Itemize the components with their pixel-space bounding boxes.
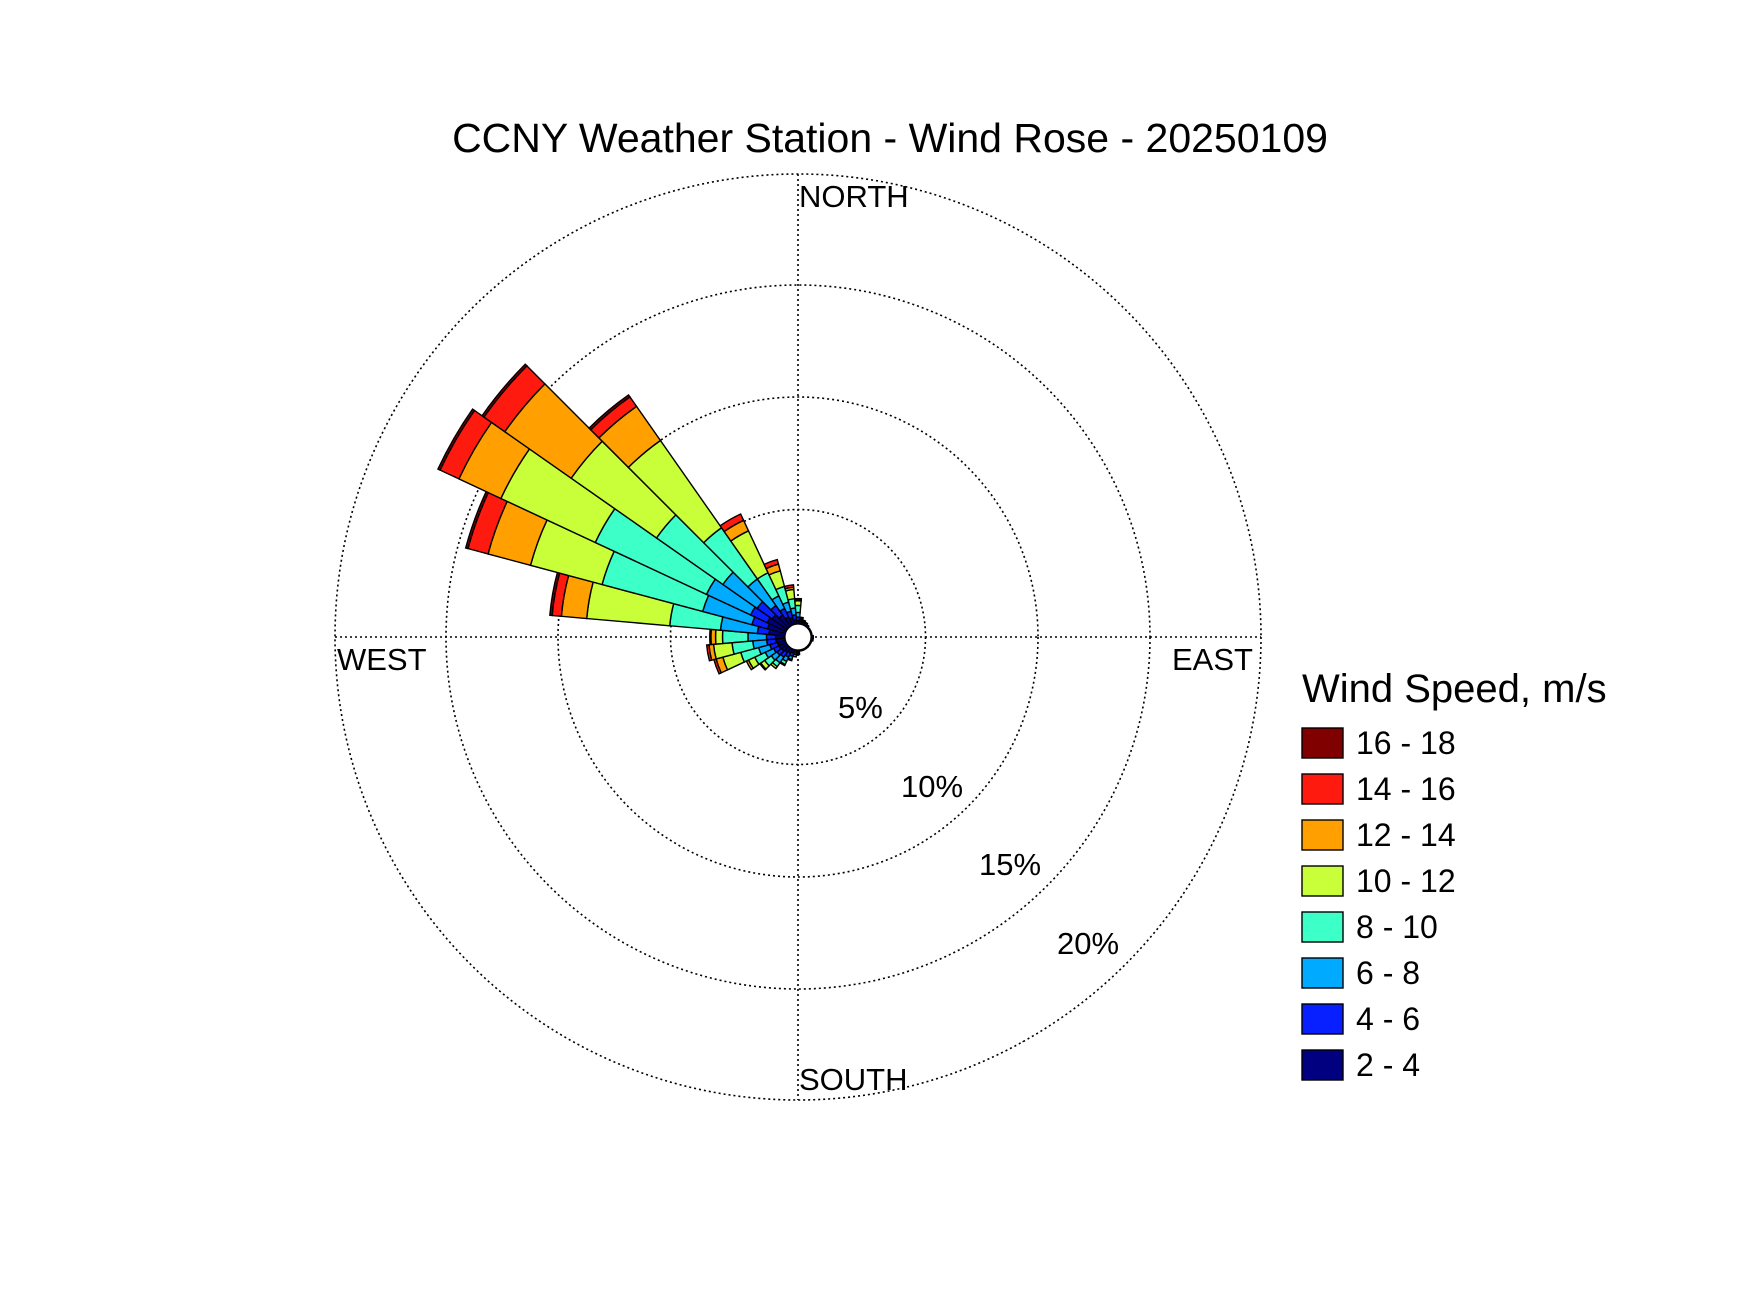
wind-sector-0-bin-3 bbox=[794, 604, 802, 614]
legend-swatch-1 bbox=[1301, 773, 1344, 805]
legend-label-7: 2 - 4 bbox=[1356, 1047, 1420, 1083]
legend-swatch-6 bbox=[1301, 1003, 1344, 1035]
direction-label-south: SOUTH bbox=[799, 1062, 908, 1097]
legend-swatch-3 bbox=[1301, 865, 1344, 897]
radial-tick-label-5: 5% bbox=[838, 690, 883, 725]
direction-label-north: NORTH bbox=[799, 179, 909, 214]
radial-tick-label-15: 15% bbox=[979, 847, 1041, 882]
legend-title: Wind Speed, m/s bbox=[1302, 667, 1607, 711]
legend: Wind Speed, m/s 16 - 18 14 - 16 12 - 14 10 … bbox=[1301, 667, 1607, 1083]
center-hole bbox=[784, 623, 812, 651]
wind-sector-270-bin-4 bbox=[714, 629, 724, 645]
wind-sector-340-bin-6 bbox=[763, 558, 780, 570]
legend-swatch-4 bbox=[1301, 911, 1344, 943]
legend-label-1: 14 - 16 bbox=[1356, 771, 1456, 807]
direction-label-west: WEST bbox=[337, 642, 427, 677]
wind-sector-0-bin-6 bbox=[793, 597, 803, 601]
legend-label-2: 12 - 14 bbox=[1356, 817, 1456, 853]
wind-sector-300-bin-7 bbox=[437, 408, 476, 472]
wind-sector-270-bin-6 bbox=[709, 628, 713, 646]
wind-sector-310-bin-7 bbox=[481, 363, 528, 419]
legend-swatch-7 bbox=[1301, 1049, 1344, 1081]
wind-sector-10-bin-4 bbox=[798, 616, 805, 620]
direction-label-east: EAST bbox=[1172, 642, 1253, 677]
legend-label-3: 10 - 12 bbox=[1356, 863, 1456, 899]
wind-sector-260-bin-6 bbox=[705, 644, 713, 662]
radial-tick-label-20: 20% bbox=[1057, 926, 1119, 961]
legend-label-4: 8 - 10 bbox=[1356, 909, 1438, 945]
legend-label-0: 16 - 18 bbox=[1356, 725, 1456, 761]
wind-sector-350-bin-6 bbox=[783, 584, 795, 590]
legend-label-5: 6 - 8 bbox=[1356, 955, 1420, 991]
legend-label-6: 4 - 6 bbox=[1356, 1001, 1420, 1037]
grid-ring-10 bbox=[557, 396, 1039, 878]
radial-tick-label-10: 10% bbox=[901, 769, 963, 804]
legend-swatch-2 bbox=[1301, 819, 1344, 851]
chart-title: CCNY Weather Station - Wind Rose - 20250… bbox=[452, 115, 1328, 161]
polar-grid bbox=[334, 173, 1262, 1101]
wind-sector-320-bin-7 bbox=[588, 394, 631, 431]
wind-rose-bars bbox=[437, 363, 815, 675]
legend-swatch-0 bbox=[1301, 727, 1344, 759]
legend-swatch-5 bbox=[1301, 957, 1344, 989]
wind-sector-330-bin-6 bbox=[719, 513, 745, 533]
